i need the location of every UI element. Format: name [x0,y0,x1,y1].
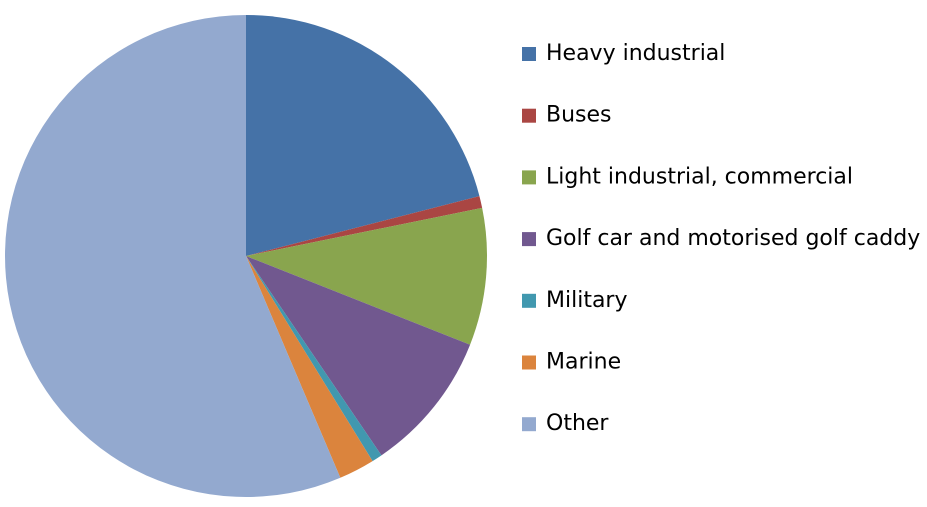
legend-label: Light industrial, commercial [546,164,853,189]
pie-slice [246,256,471,456]
legend-swatch [522,417,536,432]
legend-swatch [522,293,536,308]
legend-label: Other [546,411,609,436]
legend-swatch [522,232,536,247]
legend-label: Golf car and motorised golf caddy [546,226,920,251]
pie-slice [246,207,487,345]
pie-slice [246,256,382,462]
legend-swatch [522,170,536,185]
pie-slice [246,256,373,478]
legend-label: Buses [546,103,612,128]
legend-label: Heavy industrial [546,41,725,66]
legend-swatch [522,355,536,370]
pie-slice [246,15,480,256]
legend-label: Military [546,288,628,313]
legend-swatch [522,108,536,123]
legend-swatch [522,47,536,61]
legend-label: Marine [546,350,621,375]
pie-slice [5,15,341,497]
pie-slice [246,196,483,256]
